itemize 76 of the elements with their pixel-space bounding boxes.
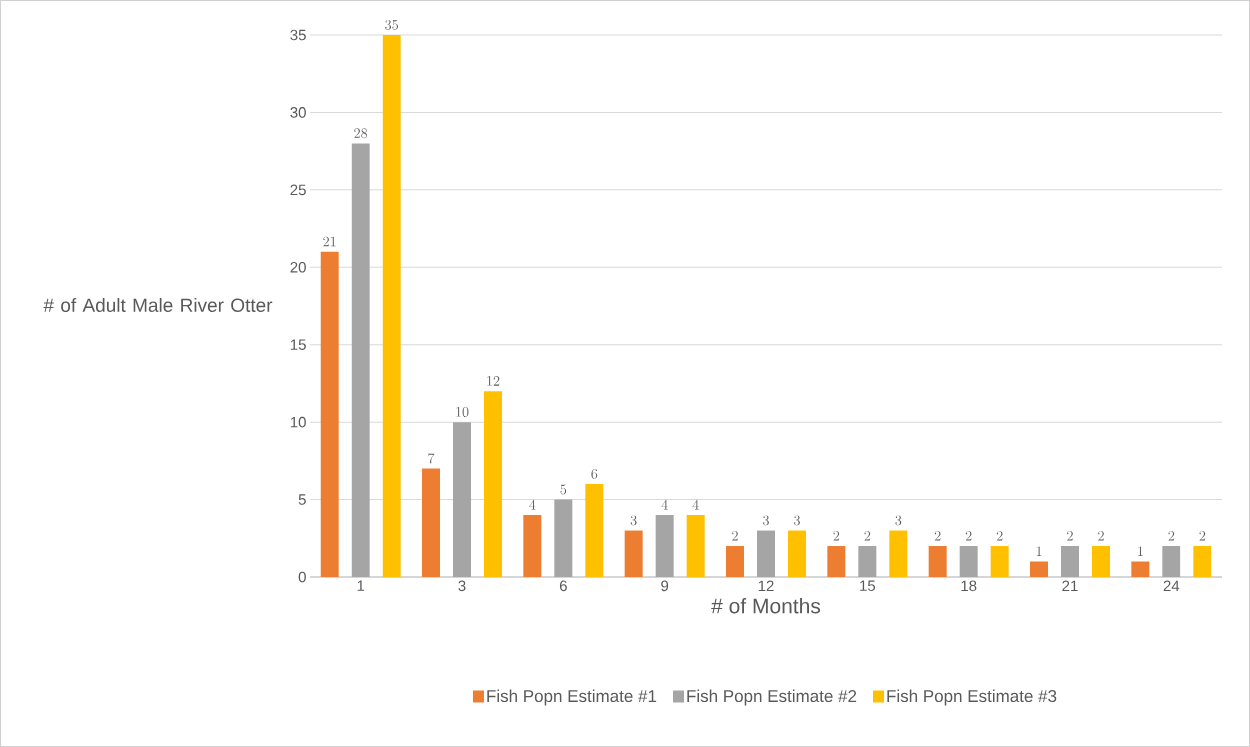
bar — [686, 515, 705, 577]
bar — [990, 546, 1009, 577]
x-tick-label: 12 — [758, 580, 774, 592]
data-label: 3 — [630, 515, 637, 526]
bar — [484, 391, 502, 577]
data-label: 5 — [560, 484, 567, 495]
data-label: 3 — [763, 515, 769, 526]
bar — [655, 515, 674, 577]
bar — [1030, 561, 1048, 577]
legend-label: Fish Popn Estimate #2 — [687, 689, 857, 706]
x-tick-label: 24 — [1163, 580, 1180, 592]
x-tick-label: 15 — [860, 580, 876, 591]
data-label: 10 — [456, 407, 469, 417]
data-label: 1 — [1138, 546, 1143, 556]
x-tick-label: 18 — [961, 580, 977, 592]
data-label: 4 — [661, 499, 668, 510]
bar — [523, 515, 542, 577]
legend-label: Fish Popn Estimate #1 — [487, 689, 657, 706]
bar — [959, 546, 978, 577]
x-tick-label: 9 — [661, 580, 669, 592]
data-label: 3 — [895, 515, 902, 526]
bar — [624, 530, 643, 577]
data-label: 2 — [934, 530, 941, 541]
legend-label: Fish Popn Estimate #3 — [887, 689, 1057, 706]
bar — [726, 546, 744, 577]
y-tick-label: 15 — [290, 339, 306, 350]
data-label: 12 — [487, 376, 500, 386]
data-label: 2 — [1098, 530, 1104, 541]
bar — [889, 530, 908, 577]
y-tick-label: 5 — [298, 494, 306, 505]
data-label: 2 — [965, 530, 972, 541]
x-axis-title: # of Months — [711, 598, 821, 614]
bar — [1061, 546, 1079, 577]
data-label: 2 — [1199, 530, 1206, 541]
data-label: 7 — [428, 453, 435, 464]
data-label: 1 — [1036, 546, 1042, 556]
bar — [858, 546, 877, 577]
data-label: 28 — [354, 128, 368, 139]
x-tick-label: 21 — [1062, 580, 1078, 592]
data-label: 2 — [996, 530, 1003, 541]
bar — [422, 468, 440, 577]
data-label: 2 — [1168, 530, 1175, 541]
data-label: 2 — [732, 530, 738, 541]
bar — [757, 530, 775, 577]
data-label: 2 — [864, 530, 871, 541]
y-tick-label: 35 — [290, 29, 306, 41]
bar — [827, 546, 846, 577]
y-tick-label: 0 — [298, 571, 306, 583]
data-label: 6 — [591, 468, 598, 479]
bar — [320, 251, 339, 577]
bar — [928, 546, 947, 577]
bar — [351, 143, 370, 577]
x-tick-label: 3 — [458, 580, 466, 592]
bar — [1092, 546, 1111, 577]
data-label: 21 — [323, 236, 336, 247]
data-label: 3 — [794, 515, 800, 526]
y-tick-label: 10 — [290, 416, 306, 428]
bar — [1193, 546, 1212, 577]
y-tick-label: 25 — [290, 184, 306, 196]
bar — [1131, 561, 1150, 577]
data-label: 2 — [833, 530, 840, 541]
data-label: 4 — [692, 499, 699, 510]
bar — [453, 422, 472, 577]
bar — [1162, 546, 1181, 577]
x-tick-label: 1 — [357, 580, 365, 591]
y-axis-title: # of Adult Male River Otter — [43, 298, 273, 312]
data-label: 2 — [1067, 530, 1073, 541]
y-tick-label: 30 — [290, 107, 306, 118]
bar — [382, 34, 401, 577]
x-tick-label: 6 — [559, 580, 567, 592]
bar — [554, 499, 573, 577]
y-tick-label: 20 — [290, 261, 306, 273]
data-label: 35 — [385, 19, 398, 30]
bar — [788, 530, 806, 577]
bar — [585, 484, 604, 577]
data-label: 4 — [529, 499, 536, 510]
